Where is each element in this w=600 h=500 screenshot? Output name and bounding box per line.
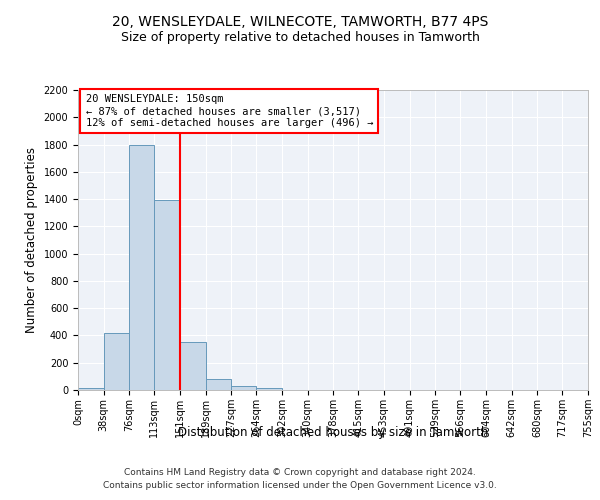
Text: Contains public sector information licensed under the Open Government Licence v3: Contains public sector information licen…	[103, 480, 497, 490]
Bar	[180, 342, 206, 390]
Bar	[206, 379, 232, 390]
Text: 20 WENSLEYDALE: 150sqm
← 87% of detached houses are smaller (3,517)
12% of semi-: 20 WENSLEYDALE: 150sqm ← 87% of detached…	[86, 94, 373, 128]
Bar	[154, 200, 180, 390]
Bar	[78, 388, 104, 390]
Text: Contains HM Land Registry data © Crown copyright and database right 2024.: Contains HM Land Registry data © Crown c…	[124, 468, 476, 477]
Text: 20, WENSLEYDALE, WILNECOTE, TAMWORTH, B77 4PS: 20, WENSLEYDALE, WILNECOTE, TAMWORTH, B7…	[112, 16, 488, 30]
Bar	[104, 332, 130, 390]
Bar	[130, 144, 154, 390]
Bar	[232, 386, 256, 390]
Bar	[256, 388, 282, 390]
Y-axis label: Number of detached properties: Number of detached properties	[25, 147, 38, 333]
Text: Size of property relative to detached houses in Tamworth: Size of property relative to detached ho…	[121, 31, 479, 44]
Text: Distribution of detached houses by size in Tamworth: Distribution of detached houses by size …	[178, 426, 488, 439]
